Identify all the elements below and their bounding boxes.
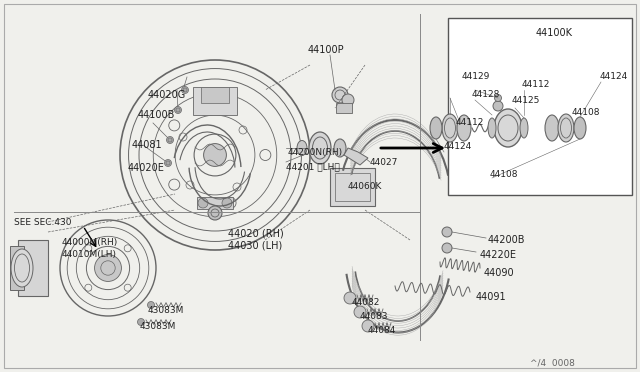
Bar xyxy=(10,246,24,290)
Ellipse shape xyxy=(494,109,522,147)
Text: 43083M: 43083M xyxy=(140,322,177,331)
Bar xyxy=(335,173,370,201)
Text: 44027: 44027 xyxy=(370,158,398,167)
Text: 44090: 44090 xyxy=(484,268,515,278)
Bar xyxy=(448,18,632,195)
Bar xyxy=(197,197,233,209)
Text: 44201 〈LH〉: 44201 〈LH〉 xyxy=(286,162,340,171)
Circle shape xyxy=(442,227,452,237)
Circle shape xyxy=(222,198,232,208)
Ellipse shape xyxy=(520,118,528,138)
Text: 44100B: 44100B xyxy=(138,110,175,120)
Circle shape xyxy=(204,144,227,166)
Text: 44081: 44081 xyxy=(132,140,163,150)
Text: 44129: 44129 xyxy=(462,72,490,81)
Circle shape xyxy=(495,94,502,102)
Polygon shape xyxy=(344,148,368,165)
Circle shape xyxy=(182,87,189,93)
Text: 44108: 44108 xyxy=(490,170,518,179)
Text: SEE SEC.430: SEE SEC.430 xyxy=(14,218,72,227)
Text: 44108: 44108 xyxy=(572,108,600,117)
Circle shape xyxy=(332,87,348,103)
Ellipse shape xyxy=(297,141,307,155)
Text: 44128: 44128 xyxy=(472,90,500,99)
Circle shape xyxy=(147,301,154,308)
Ellipse shape xyxy=(558,114,574,142)
Circle shape xyxy=(138,318,145,326)
Text: 44010M(LH): 44010M(LH) xyxy=(62,250,117,259)
Circle shape xyxy=(208,206,222,220)
Text: 44020E: 44020E xyxy=(128,163,165,173)
Text: 44000M(RH): 44000M(RH) xyxy=(62,238,118,247)
Circle shape xyxy=(344,292,356,304)
Circle shape xyxy=(362,320,374,332)
Text: 44100P: 44100P xyxy=(308,45,344,55)
Text: 44100K: 44100K xyxy=(536,28,573,38)
Text: 44082: 44082 xyxy=(352,298,380,307)
Circle shape xyxy=(166,137,173,144)
Text: 44020G: 44020G xyxy=(148,90,186,100)
Ellipse shape xyxy=(430,117,442,139)
Circle shape xyxy=(342,94,354,106)
Text: 44084: 44084 xyxy=(368,326,396,335)
Circle shape xyxy=(442,243,452,253)
Circle shape xyxy=(354,306,366,318)
Bar xyxy=(330,168,375,206)
Text: 44083: 44083 xyxy=(360,312,388,321)
Text: 44124: 44124 xyxy=(600,72,628,81)
Text: ^/4  0008: ^/4 0008 xyxy=(530,358,575,367)
Text: 44112: 44112 xyxy=(456,118,484,127)
Bar xyxy=(193,87,237,115)
Text: 44091: 44091 xyxy=(476,292,507,302)
Circle shape xyxy=(198,198,208,208)
Text: 44020 (RH): 44020 (RH) xyxy=(228,228,284,238)
Text: 44200B: 44200B xyxy=(488,235,525,245)
Ellipse shape xyxy=(442,114,458,142)
Text: 44060K: 44060K xyxy=(348,182,382,191)
Ellipse shape xyxy=(309,132,331,164)
Circle shape xyxy=(493,101,503,111)
Circle shape xyxy=(175,106,182,113)
Circle shape xyxy=(95,254,122,282)
Ellipse shape xyxy=(334,139,346,157)
Text: 44030 (LH): 44030 (LH) xyxy=(228,240,282,250)
Ellipse shape xyxy=(457,115,471,141)
Bar xyxy=(336,103,352,113)
Ellipse shape xyxy=(11,249,33,287)
Ellipse shape xyxy=(488,118,496,138)
Text: 44220E: 44220E xyxy=(480,250,517,260)
Text: 44112: 44112 xyxy=(522,80,550,89)
Circle shape xyxy=(164,160,172,167)
Bar xyxy=(201,87,229,103)
Text: 44200N(RH): 44200N(RH) xyxy=(288,148,343,157)
Ellipse shape xyxy=(574,117,586,139)
Ellipse shape xyxy=(545,115,559,141)
Text: 44124: 44124 xyxy=(444,142,472,151)
Text: 44125: 44125 xyxy=(512,96,540,105)
Text: 43083M: 43083M xyxy=(148,306,184,315)
Bar xyxy=(18,240,48,296)
